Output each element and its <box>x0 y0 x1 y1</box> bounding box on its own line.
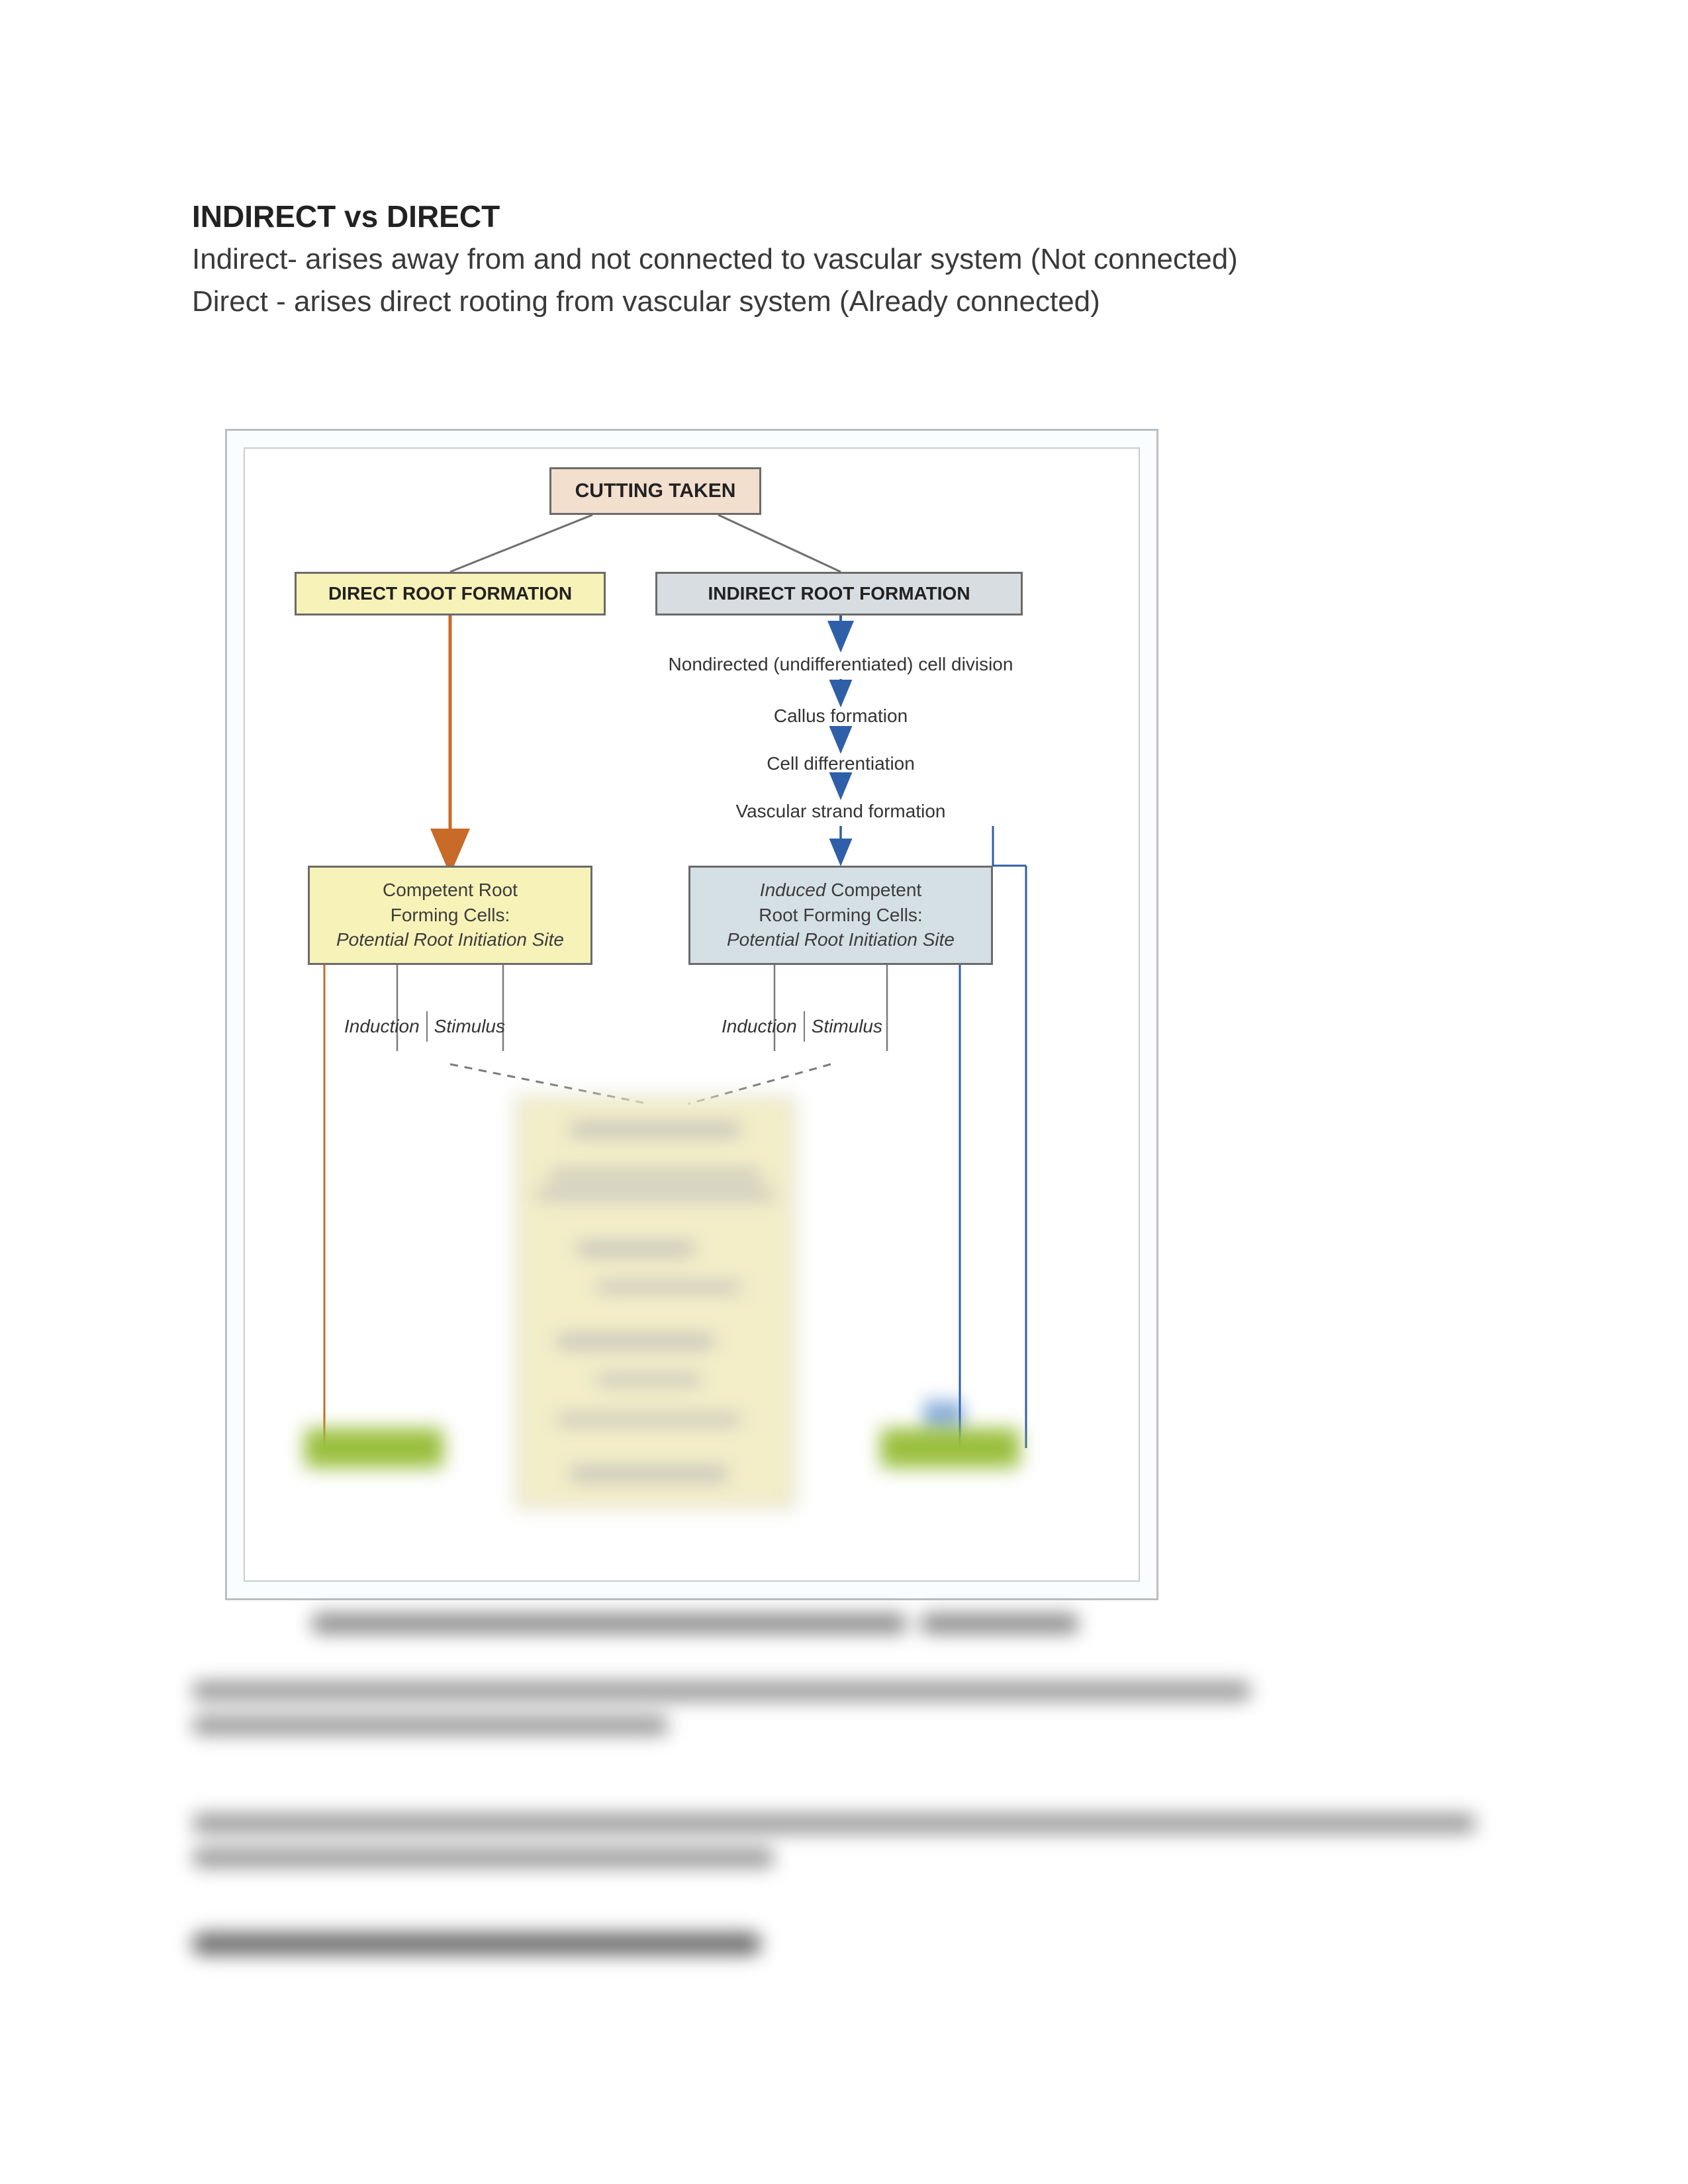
node-competent-cells: Competent Root Forming Cells: Potential … <box>308 866 592 965</box>
label-stimulus-right: Stimulus <box>812 1016 882 1037</box>
label-induction-left: Induction <box>344 1016 420 1037</box>
flowchart-figure: CUTTING TAKEN DIRECT ROOT FORMATION INDI… <box>225 429 1158 1627</box>
blurred-figure-caption <box>311 1614 1079 1640</box>
competent-line3: Potential Root Initiation Site <box>336 927 564 952</box>
node-step-differentiation: Cell differentiation <box>635 753 1046 774</box>
induced-line1: Induced Competent <box>760 878 921 903</box>
node-indirect-root-formation: INDIRECT ROOT FORMATION <box>655 572 1023 615</box>
induced-line3: Potential Root Initiation Site <box>727 927 955 952</box>
label-induction-stimulus-left: Induction Stimulus <box>344 1011 505 1042</box>
separator-icon <box>804 1011 805 1042</box>
induced-rest: Competent <box>825 880 921 900</box>
label-induction-stimulus-right: Induction Stimulus <box>722 1011 882 1042</box>
node-direct-root-formation: DIRECT ROOT FORMATION <box>295 572 606 615</box>
separator-icon <box>426 1011 428 1042</box>
node-induced-cells: Induced Competent Root Forming Cells: Po… <box>688 866 993 965</box>
node-step-nondirected: Nondirected (undifferentiated) cell divi… <box>635 654 1046 675</box>
blurred-diagram-lower <box>225 1097 1158 1600</box>
body-line-1: Indirect- arises away from and not conne… <box>192 238 1496 281</box>
page: INDIRECT vs DIRECT Indirect- arises away… <box>0 0 1688 2184</box>
body-line-2: Direct - arises direct rooting from vasc… <box>192 281 1496 323</box>
blurred-heading-2 <box>192 1933 788 1955</box>
blurred-paragraph-1 <box>192 1681 1278 1735</box>
node-cutting-taken: CUTTING TAKEN <box>549 467 761 515</box>
label-induction-right: Induction <box>722 1016 797 1037</box>
node-step-callus: Callus formation <box>635 705 1046 727</box>
competent-line2: Forming Cells: <box>391 903 510 928</box>
blurred-paragraph-2 <box>192 1813 1489 1868</box>
label-stimulus-left: Stimulus <box>434 1016 505 1037</box>
induced-line2: Root Forming Cells: <box>759 903 922 928</box>
induced-pre: Induced <box>760 880 826 900</box>
competent-line1: Competent Root <box>383 878 518 903</box>
section-heading: INDIRECT vs DIRECT <box>192 199 1496 234</box>
node-step-vascular-strand: Vascular strand formation <box>635 801 1046 822</box>
